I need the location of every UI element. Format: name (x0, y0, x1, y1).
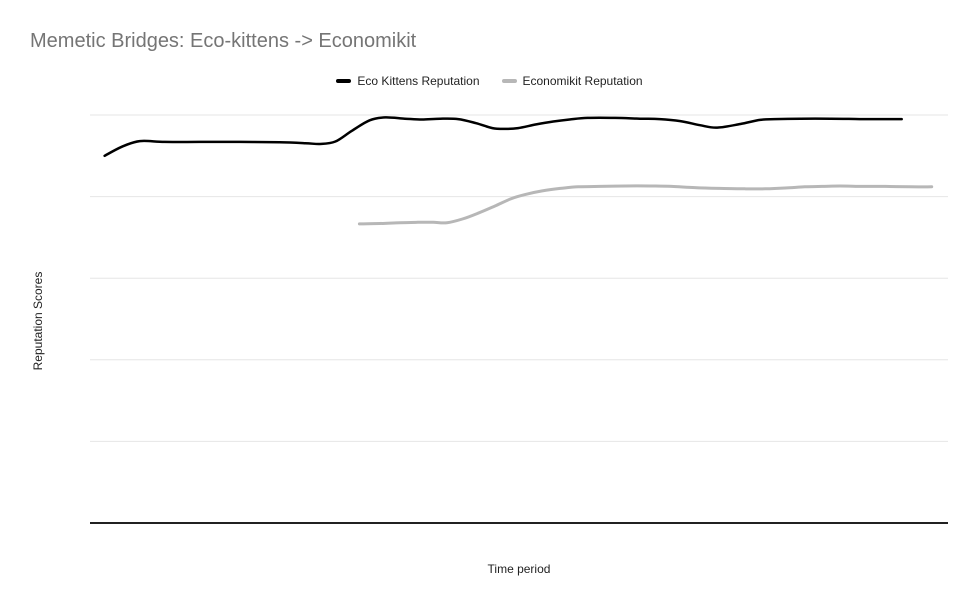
legend-swatch-eco-kittens (336, 79, 352, 83)
legend: Eco Kittens Reputation Economikit Reputa… (0, 74, 979, 88)
series-line-economikit-reputation (357, 184, 934, 226)
legend-item-eco-kittens: Eco Kittens Reputation (336, 74, 480, 88)
legend-label-economikit: Economikit Reputation (522, 74, 643, 88)
legend-swatch-economikit (501, 79, 517, 83)
series-line-eco-kittens-reputation (103, 116, 903, 158)
legend-label-eco-kittens: Eco Kittens Reputation (357, 74, 480, 88)
legend-item-economikit: Economikit Reputation (501, 74, 643, 88)
chart-title: Memetic Bridges: Eco-kittens -> Economik… (30, 30, 417, 52)
x-axis-title: Time period (487, 562, 551, 576)
